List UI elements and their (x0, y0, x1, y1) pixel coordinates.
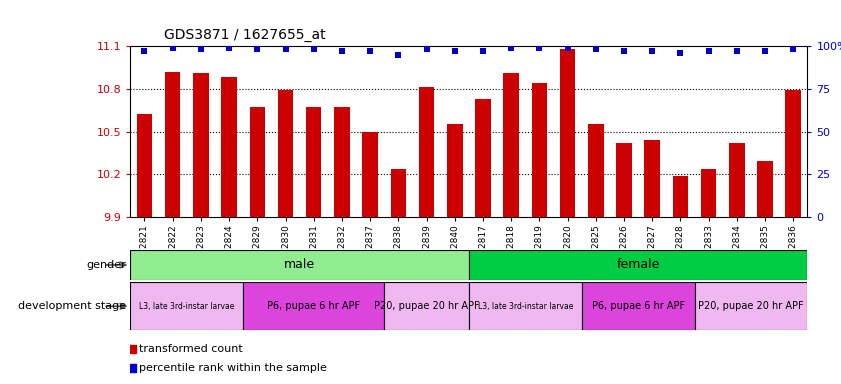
Bar (695, 282, 807, 330)
Point (561, 45, 574, 51)
Bar (334, 107, 350, 217)
Point (730, 48, 743, 54)
Point (448, 48, 462, 54)
Point (532, 45, 546, 51)
Text: development stage: development stage (18, 301, 126, 311)
Point (702, 48, 716, 54)
Point (617, 48, 631, 54)
Text: P20, pupae 20 hr APF: P20, pupae 20 hr APF (698, 301, 804, 311)
Text: transformed count: transformed count (139, 344, 242, 354)
Bar (193, 73, 209, 217)
Text: P20, pupae 20 hr APF: P20, pupae 20 hr APF (373, 301, 479, 311)
Point (278, 46, 292, 53)
Point (336, 48, 349, 54)
Bar (278, 90, 294, 217)
Bar (701, 169, 717, 217)
Bar (475, 99, 490, 217)
Point (166, 45, 179, 51)
Bar (221, 78, 237, 217)
Bar (757, 161, 773, 217)
Bar (130, 282, 243, 330)
Point (138, 48, 151, 54)
Text: percentile rank within the sample: percentile rank within the sample (139, 363, 326, 373)
Point (476, 48, 489, 54)
Bar (165, 72, 181, 217)
Bar (362, 132, 378, 217)
Text: P6, pupae 6 hr APF: P6, pupae 6 hr APF (591, 301, 685, 311)
Bar (250, 107, 265, 217)
Bar (532, 83, 547, 217)
Point (589, 46, 602, 53)
Point (307, 46, 320, 53)
Point (222, 45, 235, 51)
Point (194, 46, 208, 53)
Bar (468, 282, 582, 330)
Text: GDS3871 / 1627655_at: GDS3871 / 1627655_at (164, 28, 325, 42)
Point (309, 277, 322, 283)
Text: P6, pupae 6 hr APF: P6, pupae 6 hr APF (267, 301, 360, 311)
Bar (504, 73, 519, 217)
Bar (644, 140, 660, 217)
Bar (130, 250, 468, 280)
Bar (560, 49, 575, 217)
Point (392, 51, 405, 58)
Bar (582, 282, 695, 330)
Point (505, 45, 518, 51)
Point (786, 46, 800, 53)
Bar (419, 88, 434, 217)
Bar (243, 282, 384, 330)
Bar (384, 282, 468, 330)
Bar (306, 107, 321, 217)
Bar (673, 175, 688, 217)
Text: male: male (284, 258, 315, 271)
Bar (390, 169, 406, 217)
Point (309, 103, 322, 109)
Text: gender: gender (87, 260, 126, 270)
Bar (588, 124, 604, 217)
Point (420, 46, 433, 53)
Point (674, 50, 687, 56)
Bar (468, 250, 807, 280)
Bar (447, 124, 463, 217)
Point (251, 46, 264, 53)
Text: L3, late 3rd-instar larvae: L3, late 3rd-instar larvae (139, 302, 235, 311)
Text: female: female (616, 258, 660, 271)
Bar (616, 143, 632, 217)
Point (759, 48, 772, 54)
Text: L3, late 3rd-instar larvae: L3, late 3rd-instar larvae (478, 302, 573, 311)
Point (363, 48, 377, 54)
Bar (137, 114, 152, 217)
Point (646, 48, 659, 54)
Bar (785, 90, 801, 217)
Bar (729, 143, 744, 217)
